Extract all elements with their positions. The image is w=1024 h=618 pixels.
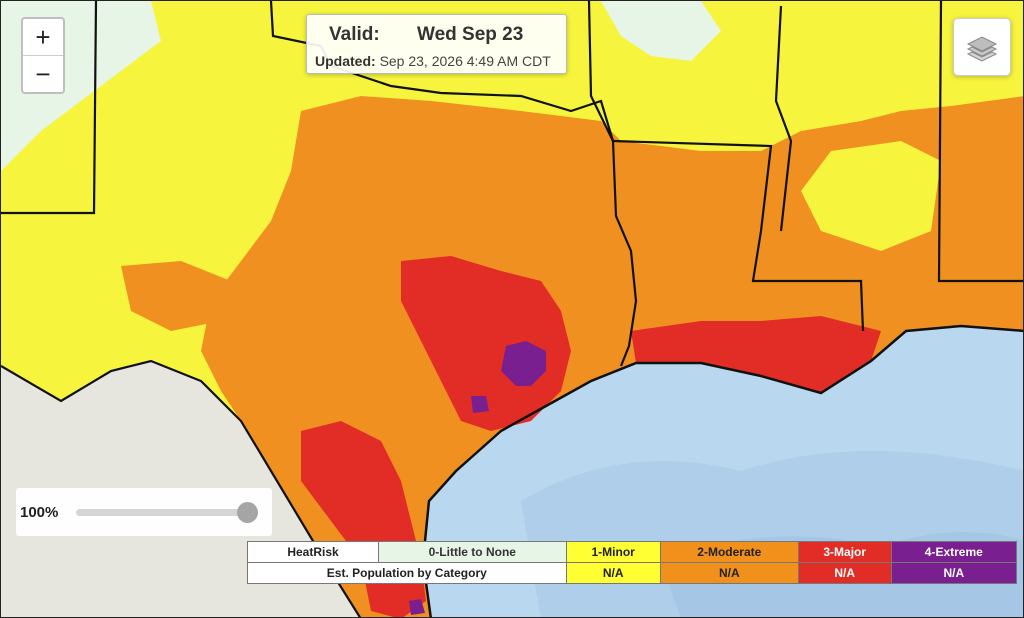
opacity-control: 100% bbox=[16, 488, 272, 536]
legend-population-moderate: N/A bbox=[659, 562, 799, 584]
heatrisk-extreme-houston bbox=[501, 341, 546, 386]
legend-population-label: Est. Population by Category bbox=[247, 562, 567, 584]
zoom-out-button[interactable]: − bbox=[35, 59, 51, 89]
heatrisk-major-central bbox=[401, 256, 571, 431]
legend-population-extreme: N/A bbox=[890, 562, 1018, 584]
legend-category-minor: 1-Minor bbox=[565, 541, 661, 563]
updated-value: Sep 23, 2026 4:49 AM CDT bbox=[379, 53, 551, 69]
heatrisk-extreme-small-2 bbox=[409, 599, 425, 615]
legend-heatrisk-label: HeatRisk bbox=[247, 541, 379, 563]
updated-label: Updated: bbox=[315, 53, 376, 69]
heatrisk-extreme-small bbox=[471, 396, 489, 413]
heatrisk-moderate-west bbox=[121, 261, 231, 331]
legend-category-moderate: 2-Moderate bbox=[659, 541, 799, 563]
valid-label: Valid: bbox=[329, 24, 380, 45]
legend-category-row: HeatRisk 0-Little to None 1-Minor 2-Mode… bbox=[247, 541, 1018, 563]
zoom-control: + − bbox=[21, 17, 65, 94]
valid-date: Wed Sep 23 bbox=[417, 24, 524, 45]
legend-population-minor: N/A bbox=[565, 562, 661, 584]
opacity-slider-handle[interactable] bbox=[237, 502, 258, 523]
legend-category-extreme: 4-Extreme bbox=[890, 541, 1018, 563]
zoom-in-button[interactable]: + bbox=[23, 19, 63, 56]
heatrisk-legend: HeatRisk 0-Little to None 1-Minor 2-Mode… bbox=[247, 541, 1018, 584]
layers-icon bbox=[966, 36, 998, 62]
coastline bbox=[421, 324, 1023, 617]
legend-category-little: 0-Little to None bbox=[378, 541, 567, 563]
valid-time-box: Valid: Wed Sep 23 Updated: Sep 23, 2026 … bbox=[306, 14, 567, 74]
opacity-value: 100% bbox=[20, 504, 59, 521]
layers-button[interactable] bbox=[953, 18, 1011, 76]
updated-line: Updated: Sep 23, 2026 4:49 AM CDT bbox=[315, 53, 551, 69]
heatrisk-little-area-2 bbox=[601, 1, 721, 61]
heatrisk-minor-gap bbox=[801, 141, 941, 251]
legend-category-major: 3-Major bbox=[797, 541, 892, 563]
opacity-slider-track[interactable] bbox=[76, 509, 252, 516]
heatrisk-major-coast bbox=[631, 316, 881, 393]
legend-population-major: N/A bbox=[797, 562, 892, 584]
heatrisk-moderate-area bbox=[201, 96, 1023, 617]
legend-population-row: Est. Population by Category N/A N/A N/A … bbox=[247, 562, 1018, 584]
